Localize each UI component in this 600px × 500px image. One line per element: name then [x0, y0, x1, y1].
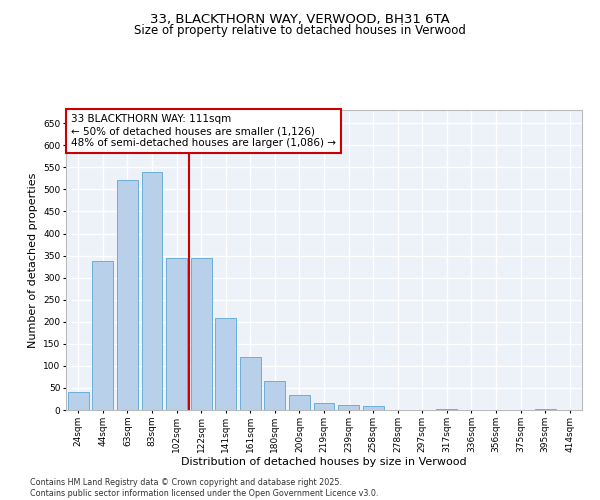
Bar — [166, 258, 187, 410]
Bar — [362, 406, 383, 410]
Bar — [117, 180, 138, 410]
Bar — [240, 357, 261, 410]
Bar — [265, 382, 286, 410]
Bar — [215, 318, 236, 410]
Bar — [436, 409, 457, 410]
Bar — [314, 404, 334, 410]
Bar — [338, 404, 359, 410]
Bar — [535, 409, 556, 410]
Bar — [142, 172, 163, 410]
Text: 33 BLACKTHORN WAY: 111sqm
← 50% of detached houses are smaller (1,126)
48% of se: 33 BLACKTHORN WAY: 111sqm ← 50% of detac… — [71, 114, 336, 148]
Bar — [289, 394, 310, 410]
Bar — [68, 392, 89, 410]
Bar — [191, 258, 212, 410]
Text: 33, BLACKTHORN WAY, VERWOOD, BH31 6TA: 33, BLACKTHORN WAY, VERWOOD, BH31 6TA — [150, 12, 450, 26]
Text: Size of property relative to detached houses in Verwood: Size of property relative to detached ho… — [134, 24, 466, 37]
Text: Contains HM Land Registry data © Crown copyright and database right 2025.
Contai: Contains HM Land Registry data © Crown c… — [30, 478, 379, 498]
X-axis label: Distribution of detached houses by size in Verwood: Distribution of detached houses by size … — [181, 458, 467, 468]
Bar — [92, 261, 113, 410]
Y-axis label: Number of detached properties: Number of detached properties — [28, 172, 38, 348]
